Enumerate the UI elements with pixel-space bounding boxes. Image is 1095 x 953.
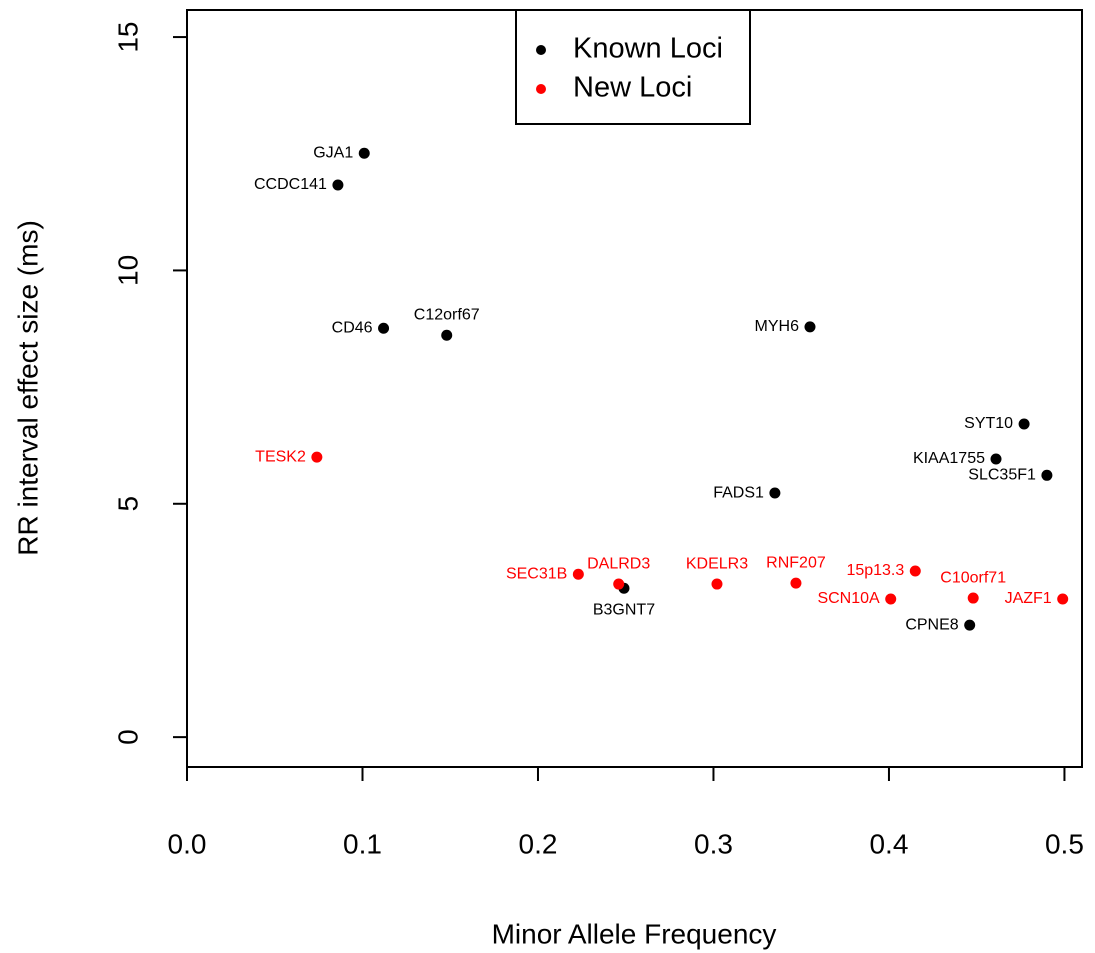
x-tick-label: 0.0 [168, 828, 207, 859]
point [1057, 593, 1069, 605]
point-label: DALRD3 [587, 555, 650, 572]
legend-label: Known Loci [573, 33, 723, 65]
point [311, 451, 323, 463]
point [378, 322, 390, 334]
point [990, 453, 1002, 465]
point [358, 147, 370, 159]
point-label: GJA1 [313, 144, 353, 161]
point [967, 592, 979, 604]
point-label: B3GNT7 [593, 601, 655, 618]
point [1041, 469, 1053, 481]
point-label: RNF207 [766, 554, 826, 571]
point [441, 329, 453, 341]
point-label: TESK2 [255, 448, 306, 465]
point [613, 578, 625, 590]
x-tick-label: 0.3 [694, 828, 733, 859]
point-label: SCN10A [817, 590, 880, 607]
x-tick-label: 0.4 [869, 828, 908, 859]
point-label: SYT10 [964, 415, 1013, 432]
point [1018, 418, 1030, 430]
point-label: SLC35F1 [968, 467, 1036, 484]
x-tick-label: 0.1 [343, 828, 382, 859]
x-tick-label: 0.2 [519, 828, 558, 859]
point [769, 487, 781, 499]
point [909, 565, 921, 577]
y-tick-label: 10 [112, 255, 143, 286]
point-label: C12orf67 [414, 307, 480, 324]
point [885, 593, 897, 605]
y-tick-label: 5 [112, 496, 143, 512]
legend-label: New Loci [573, 72, 692, 104]
y-tick-label: 0 [112, 729, 143, 745]
point-label: SEC31B [506, 565, 567, 582]
point [964, 619, 976, 631]
point-label: KIAA1755 [913, 450, 985, 467]
point-label: KDELR3 [686, 555, 748, 572]
legend-marker [536, 84, 546, 94]
point-label: CPNE8 [905, 616, 958, 633]
legend-box [515, 9, 751, 125]
y-axis-title: RR interval effect size (ms) [12, 220, 43, 556]
point [804, 321, 816, 333]
point-label: 15p13.3 [846, 562, 904, 579]
point-label: CD46 [332, 320, 373, 337]
legend-marker [536, 45, 546, 55]
y-tick-label: 15 [112, 21, 143, 52]
x-axis-title: Minor Allele Frequency [492, 918, 777, 949]
point [711, 578, 723, 590]
point-label: CCDC141 [254, 176, 327, 193]
x-tick-label: 0.5 [1045, 828, 1084, 859]
point-label: C10orf71 [940, 569, 1006, 586]
point-label: MYH6 [755, 318, 800, 335]
point-label: JAZF1 [1005, 590, 1052, 607]
point [332, 179, 344, 191]
point-label: FADS1 [713, 484, 764, 501]
point [790, 577, 802, 589]
point [572, 568, 584, 580]
